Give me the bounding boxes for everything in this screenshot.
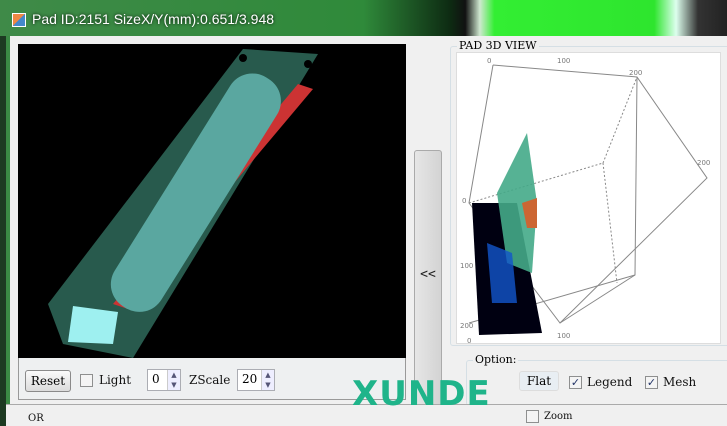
xunde-watermark: XUNDE	[352, 374, 491, 414]
axis-tick: 0	[462, 197, 466, 205]
mesh-label: Mesh	[663, 375, 697, 389]
title-bar: Pad ID:2151 SizeX/Y(mm):0.651/3.948	[0, 0, 727, 36]
axis-tick: 200	[629, 69, 642, 77]
legend-label: Legend	[587, 375, 633, 389]
bottom-left-label: OR	[28, 413, 44, 424]
spin-arrows-icon[interactable]: ▲ ▼	[167, 370, 180, 390]
window-title: Pad ID:2151 SizeX/Y(mm):0.651/3.948	[32, 11, 275, 27]
reset-button[interactable]: Reset	[25, 370, 71, 392]
option-group: Option: Flat ✓ Legend ✓ Mesh	[466, 353, 727, 406]
bottom-panel: OR Zoom	[6, 404, 727, 426]
zoom-checkbox[interactable]	[526, 410, 539, 423]
axis-tick: 100	[557, 332, 570, 340]
axis-tick: 200	[460, 322, 473, 330]
axis-tick: 100	[460, 262, 473, 270]
axis-tick: 0	[467, 337, 471, 345]
zscale-value: 20	[242, 372, 258, 386]
light-value: 0	[152, 372, 160, 386]
pad-3d-plot[interactable]: 0 100 200 0 100 200 0 100 200	[456, 52, 721, 345]
option-title: Option:	[473, 353, 519, 366]
view-control-bar: Reset Light 0 ▲ ▼ ZScale 20 ▲ ▼	[18, 358, 406, 400]
3d-axes: 0 100 200 0 100 200 0 100 200	[460, 57, 710, 345]
zscale-label: ZScale	[189, 373, 231, 387]
axis-tick: 200	[697, 159, 710, 167]
light-checkbox[interactable]	[80, 374, 93, 387]
pad-3d-view-group: PAD 3D VIEW	[450, 39, 727, 346]
light-stepper[interactable]: 0 ▲ ▼	[147, 369, 181, 391]
pad-2d-image[interactable]	[18, 44, 406, 358]
zoom-label: Zoom	[544, 411, 573, 422]
axis-tick: 0	[487, 57, 491, 65]
light-label: Light	[99, 373, 132, 387]
main-window: Reset Light 0 ▲ ▼ ZScale 20 ▲ ▼ << PAD 3D VI…	[6, 36, 727, 426]
zscale-stepper[interactable]: 20 ▲ ▼	[237, 369, 275, 391]
pad-image-render	[48, 49, 318, 358]
pad-3d-view-title: PAD 3D VIEW	[457, 39, 539, 52]
mesh-checkbox[interactable]: ✓	[645, 376, 658, 389]
collapse-panel-button[interactable]: <<	[414, 150, 442, 408]
axis-tick: 100	[557, 57, 570, 65]
legend-checkbox[interactable]: ✓	[569, 376, 582, 389]
flat-button[interactable]: Flat	[519, 371, 559, 391]
app-icon	[12, 13, 26, 27]
spin-arrows-icon[interactable]: ▲ ▼	[261, 370, 274, 390]
